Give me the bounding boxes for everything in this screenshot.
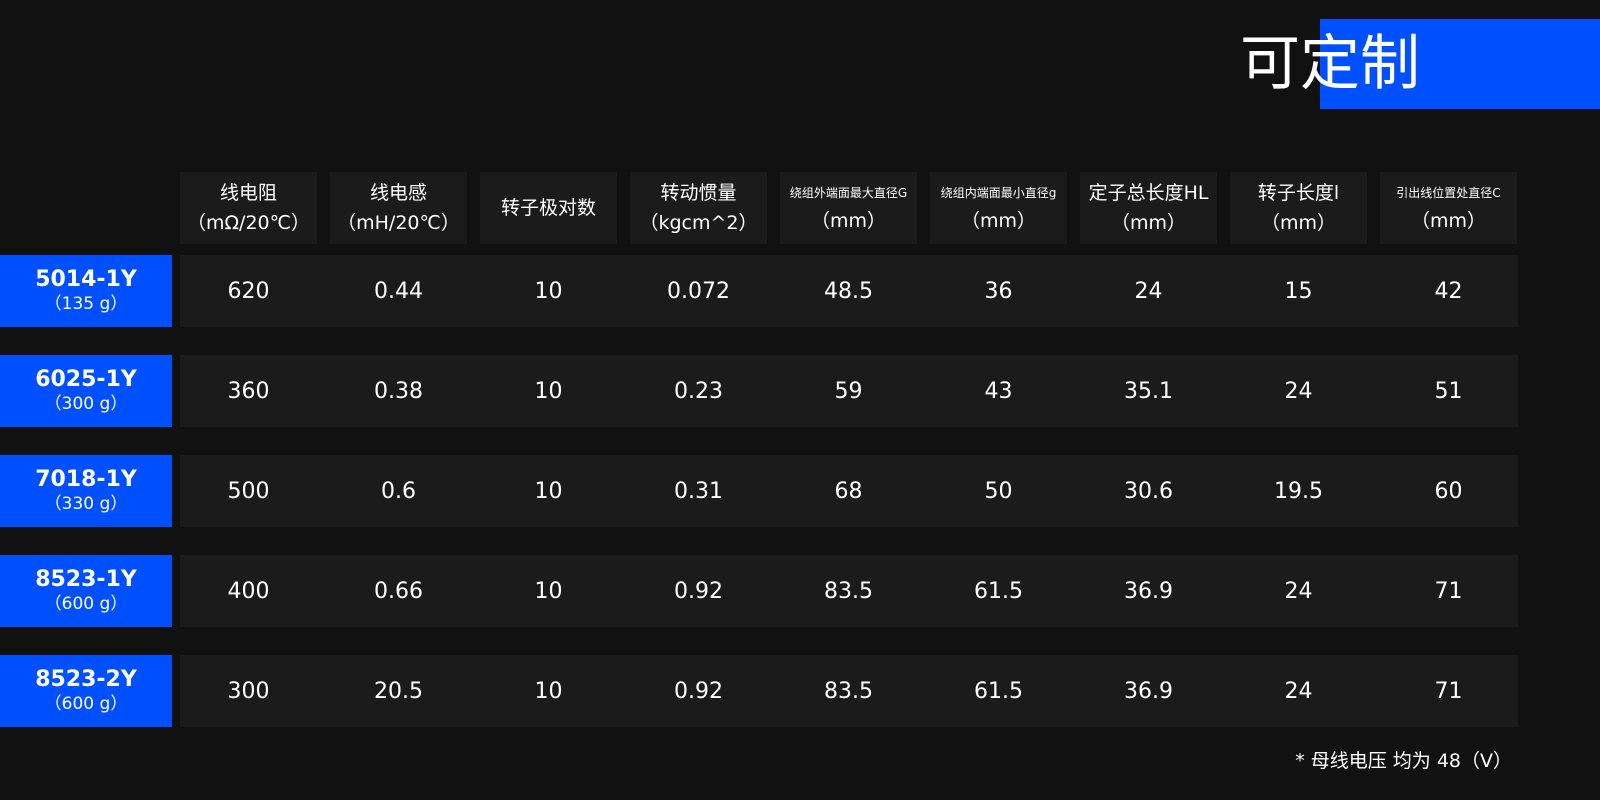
header-unit: （mm） [1260,212,1337,234]
header-label: 转动惯量 [660,182,737,204]
column-header: 绕组外端面最大直径G （mm） [780,172,917,244]
header-label: 引出线位置处直径C [1396,186,1501,200]
table-cell: 83.5 [824,678,873,704]
table-cell: 0.92 [674,578,723,604]
table-cell: 43 [984,378,1013,404]
header-unit: （mm） [810,210,887,232]
table-cell: 24 [1284,678,1313,704]
model-weight: （330 g） [44,494,128,514]
table-cell: 60 [1434,478,1463,504]
table-cell: 48.5 [824,278,873,304]
column-header: 线电感 （mH/20℃） [330,172,467,244]
model-name: 8523-2Y [35,667,137,692]
table-row [180,355,1518,427]
column-header: 转动惯量 （kgcm^2） [630,172,767,244]
header-unit: （mH/20℃） [337,212,460,234]
table-cell: 24 [1284,578,1313,604]
table-cell: 360 [227,378,270,404]
table-cell: 0.6 [381,478,416,504]
table-cell: 15 [1284,278,1313,304]
model-name: 6025-1Y [35,367,137,392]
model-weight: （135 g） [44,294,128,314]
table-cell: 10 [534,578,563,604]
header-label: 转子极对数 [500,197,596,219]
header-label: 线电感 [369,182,427,204]
model-weight: （600 g） [44,694,128,714]
table-cell: 10 [534,678,563,704]
header-label: 线电阻 [219,182,277,204]
table-row [180,255,1518,327]
table-cell: 30.6 [1124,478,1173,504]
table-cell: 19.5 [1274,478,1323,504]
table-cell: 0.23 [674,378,723,404]
table-cell: 24 [1284,378,1313,404]
column-header: 转子长度l （mm） [1230,172,1367,244]
table-cell: 61.5 [974,578,1023,604]
table-cell: 83.5 [824,578,873,604]
model-label: 8523-2Y （600 g） [0,655,172,727]
header-unit: （mm） [1110,212,1187,234]
table-cell: 0.072 [667,278,730,304]
page-title: 可定制 [1240,29,1420,99]
table-cell: 59 [834,378,863,404]
column-header: 定子总长度HL （mm） [1080,172,1217,244]
header-label: 绕组外端面最大直径G [789,186,908,200]
table-cell: 300 [227,678,270,704]
table-cell: 42 [1434,278,1463,304]
header-label: 绕组内端面最小直径g [940,186,1057,200]
column-header: 线电阻 （mΩ/20℃） [180,172,317,244]
column-header: 转子极对数 [480,172,617,244]
table-cell: 0.31 [674,478,723,504]
table-cell: 35.1 [1124,378,1173,404]
model-label: 6025-1Y （300 g） [0,355,172,427]
table-cell: 0.44 [374,278,423,304]
table-cell: 0.66 [374,578,423,604]
header-unit: （mΩ/20℃） [187,212,310,234]
table-cell: 10 [534,378,563,404]
table-cell: 50 [984,478,1013,504]
footnote: * 母线电压 均为 48（V） [1295,750,1512,772]
table-cell: 500 [227,478,270,504]
table-cell: 400 [227,578,270,604]
header-label: 定子总长度HL [1088,182,1209,204]
table-cell: 10 [534,278,563,304]
table-cell: 36.9 [1124,678,1173,704]
header-unit: （mm） [960,210,1037,232]
table-cell: 71 [1434,678,1463,704]
table-cell: 24 [1134,278,1163,304]
model-weight: （600 g） [44,594,128,614]
table-cell: 61.5 [974,678,1023,704]
table-row [180,655,1518,727]
model-name: 8523-1Y [35,567,137,592]
header-unit: （mm） [1410,210,1487,232]
column-header: 引出线位置处直径C （mm） [1380,172,1517,244]
column-header: 绕组内端面最小直径g （mm） [930,172,1067,244]
table-cell: 71 [1434,578,1463,604]
model-name: 5014-1Y [35,267,137,292]
table-cell: 51 [1434,378,1463,404]
table-cell: 10 [534,478,563,504]
model-name: 7018-1Y [35,467,137,492]
table-cell: 620 [227,278,270,304]
table-cell: 36 [984,278,1013,304]
table-cell: 20.5 [374,678,423,704]
table-cell: 0.38 [374,378,423,404]
model-label: 5014-1Y （135 g） [0,255,172,327]
model-label: 7018-1Y （330 g） [0,455,172,527]
table-row [180,555,1518,627]
table-row [180,455,1518,527]
table-cell: 36.9 [1124,578,1173,604]
header-label: 转子长度l [1257,182,1340,204]
model-weight: （300 g） [44,394,128,414]
model-label: 8523-1Y （600 g） [0,555,172,627]
table-cell: 0.92 [674,678,723,704]
header-unit: （kgcm^2） [639,212,758,234]
title-accent-box [1320,19,1600,109]
table-cell: 68 [834,478,863,504]
